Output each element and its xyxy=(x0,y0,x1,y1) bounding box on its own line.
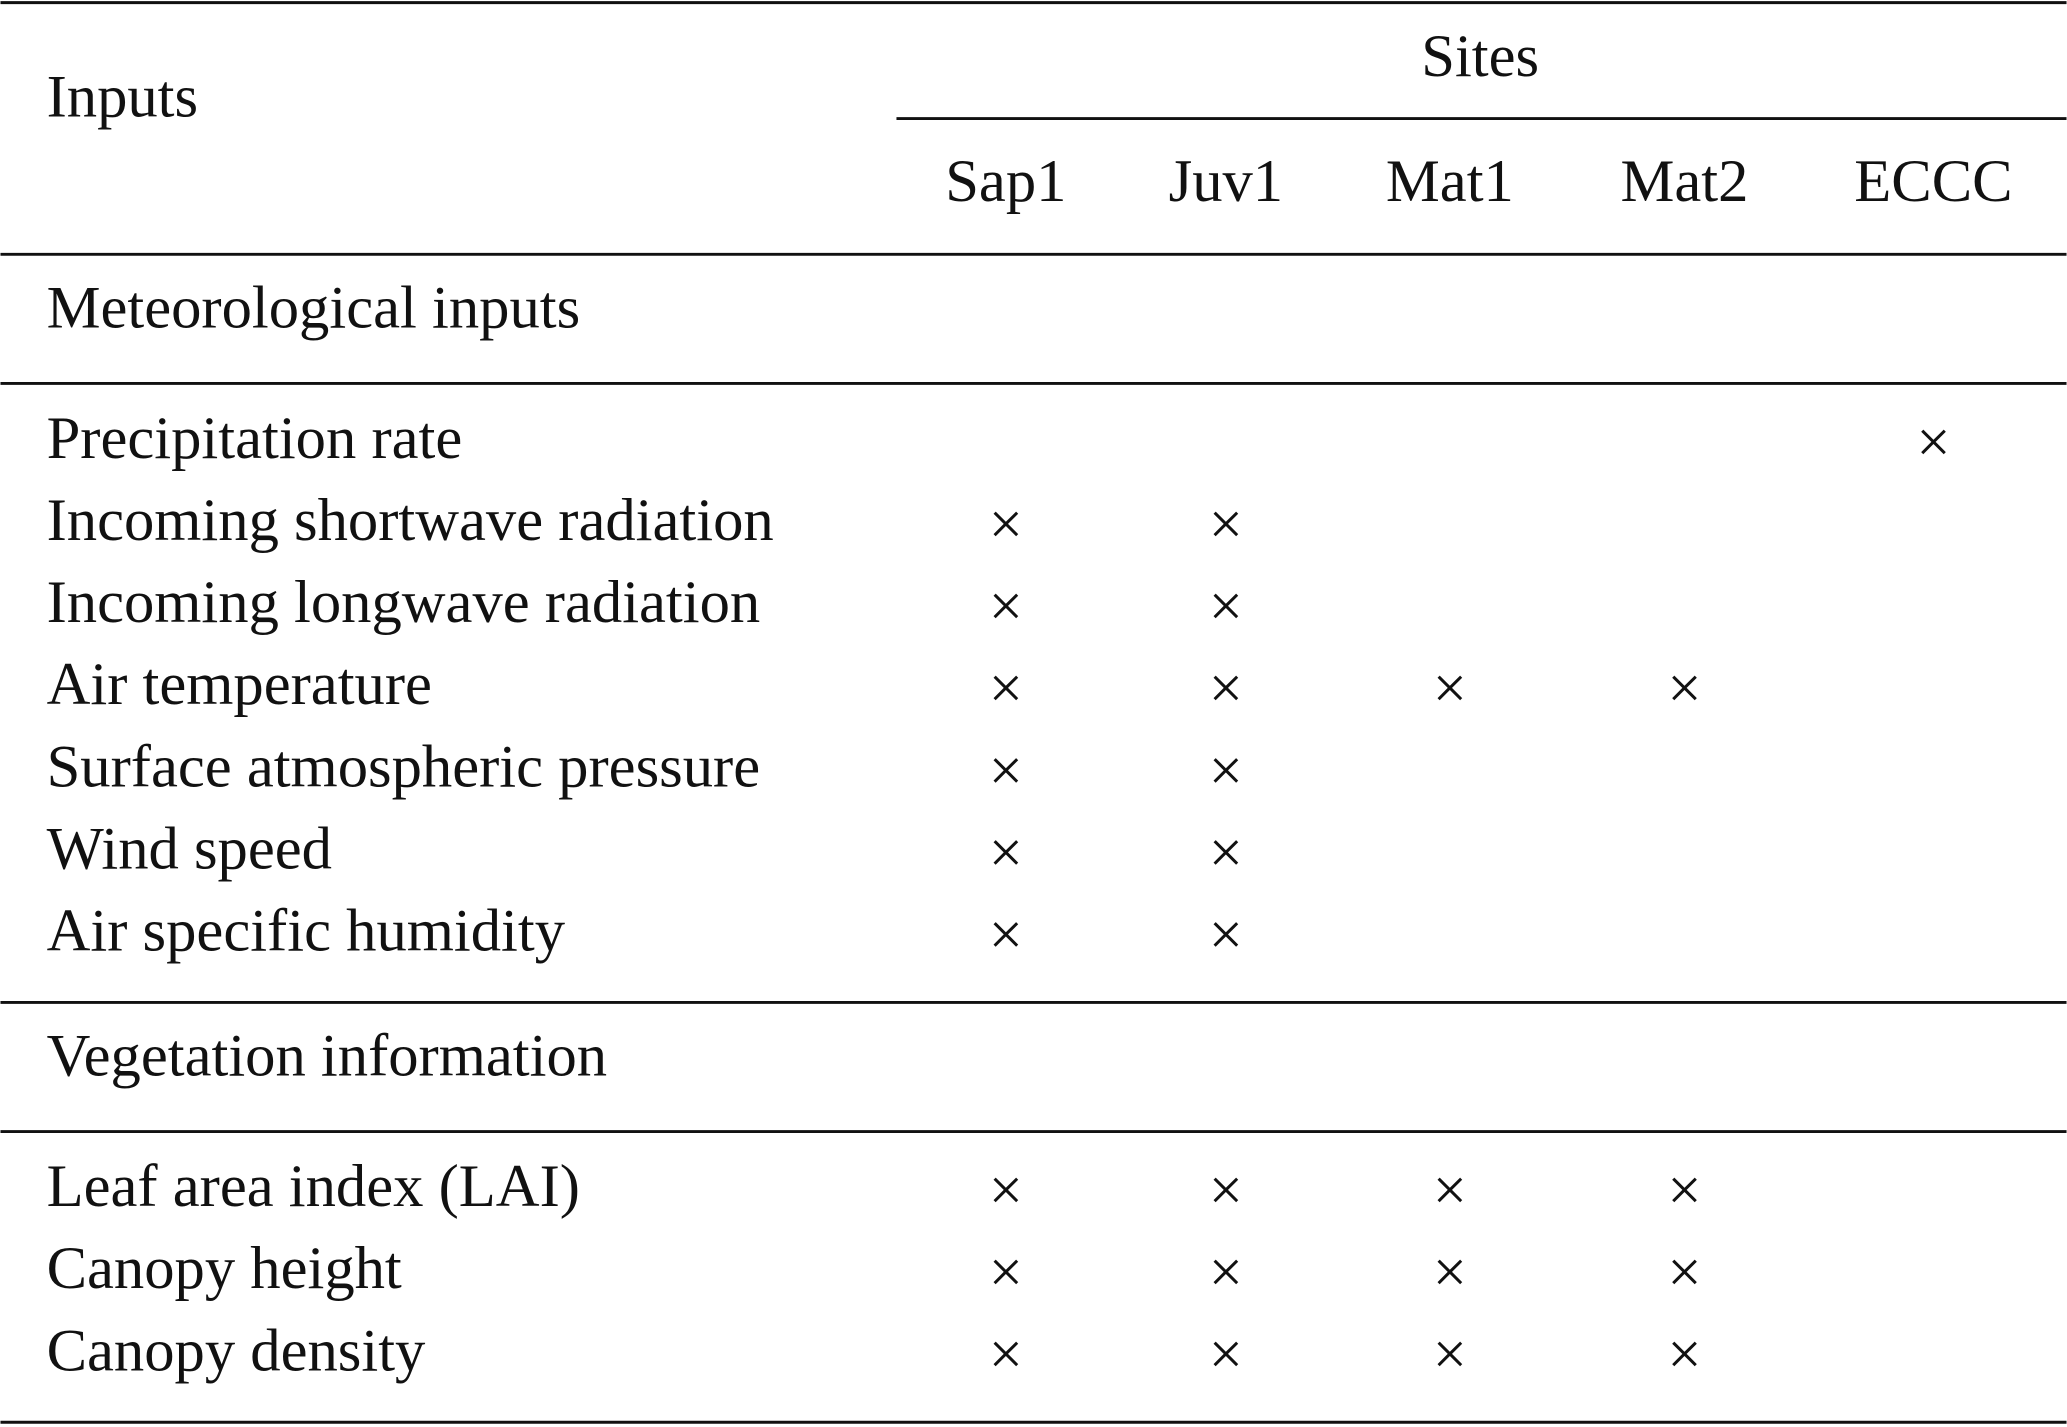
section-title: Vegetation information xyxy=(47,1023,607,1090)
cell-mark: × xyxy=(1916,409,1950,476)
cell-mark: × xyxy=(989,819,1023,886)
column-header: Mat1 xyxy=(1386,148,1514,215)
cell-mark: × xyxy=(1433,1157,1467,1224)
column-header: Juv1 xyxy=(1169,148,1284,215)
cell-mark: × xyxy=(1667,1157,1701,1224)
cell-mark: × xyxy=(1433,1239,1467,1306)
row-label: Wind speed xyxy=(47,815,332,882)
cell-mark: × xyxy=(1433,655,1467,722)
group-header: Sites xyxy=(1421,23,1539,90)
row-label: Leaf area index (LAI) xyxy=(47,1153,580,1220)
cell-mark: × xyxy=(1433,1321,1467,1388)
cell-mark: × xyxy=(989,1157,1023,1224)
cell-mark: × xyxy=(1209,1157,1243,1224)
row-label: Surface atmospheric pressure xyxy=(47,733,761,800)
cell-mark: × xyxy=(1667,1321,1701,1388)
cell-mark: × xyxy=(1209,491,1243,558)
cell-mark: × xyxy=(1209,573,1243,640)
cell-mark: × xyxy=(1209,819,1243,886)
cell-mark: × xyxy=(1209,901,1243,968)
cell-mark: × xyxy=(989,655,1023,722)
row-label: Canopy height xyxy=(47,1235,402,1302)
cell-mark: × xyxy=(989,573,1023,640)
cell-mark: × xyxy=(989,737,1023,804)
row-label: Incoming longwave radiation xyxy=(47,569,761,636)
cell-mark: × xyxy=(1209,737,1243,804)
row-label: Air temperature xyxy=(47,651,432,718)
cell-mark: × xyxy=(1667,1239,1701,1306)
column-header: Sap1 xyxy=(945,148,1066,215)
row-label: Canopy density xyxy=(47,1317,426,1384)
section-title: Meteorological inputs xyxy=(47,275,581,342)
cell-mark: × xyxy=(989,1239,1023,1306)
column-header: ECCC xyxy=(1854,148,2012,215)
cell-mark: × xyxy=(1667,655,1701,722)
column-header: Mat2 xyxy=(1620,148,1748,215)
cell-mark: × xyxy=(989,1321,1023,1388)
cell-mark: × xyxy=(1209,1321,1243,1388)
row-label-header: Inputs xyxy=(47,64,199,131)
cell-mark: × xyxy=(989,901,1023,968)
cell-mark: × xyxy=(1209,1239,1243,1306)
row-label: Precipitation rate xyxy=(47,405,463,472)
row-label: Incoming shortwave radiation xyxy=(47,487,774,554)
cell-mark: × xyxy=(989,491,1023,558)
row-label: Air specific humidity xyxy=(47,897,566,964)
cell-mark: × xyxy=(1209,655,1243,722)
